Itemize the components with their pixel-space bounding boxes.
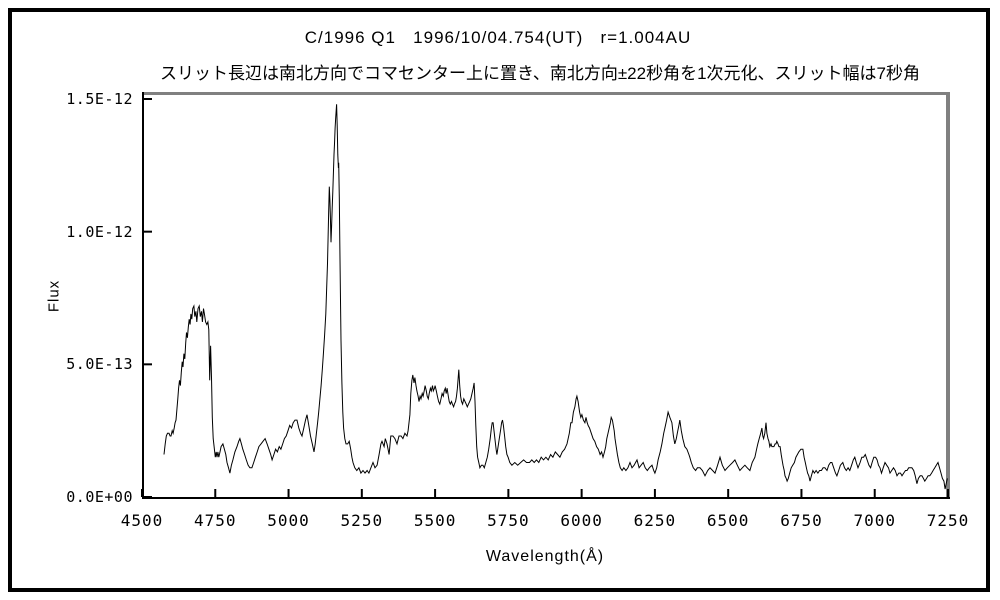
- x-tick-label: 5500: [413, 511, 457, 530]
- axis-tick-marks: [141, 98, 949, 498]
- x-tick-label: 5000: [267, 511, 310, 530]
- chart-subtitle: スリット長辺は南北方向でコマセンター上に置き、南北方向±22秒角を1次元化、スリ…: [160, 64, 920, 83]
- x-tick-label: 6750: [780, 511, 823, 530]
- x-tick-label: 6500: [706, 511, 750, 530]
- spectrum-line: [163, 104, 948, 490]
- x-tick-label: 4500: [120, 511, 164, 530]
- x-tick-label: 6000: [560, 511, 603, 530]
- y-tick-label: 0.0E+00: [66, 488, 133, 506]
- x-tick-label: 7000: [853, 511, 896, 530]
- y-tick-label: 5.0E-13: [66, 355, 133, 374]
- x-tick-label: 6250: [633, 511, 677, 530]
- x-tick-label: 5750: [487, 511, 530, 530]
- chart-title: C/1996 Q1 1996/10/04.754(UT) r=1.004AU: [304, 28, 692, 47]
- plot-frame: [142, 92, 950, 499]
- outer-border: [8, 8, 990, 592]
- x-axis-label: Wavelength(Å): [485, 548, 605, 565]
- x-tick-label: 5250: [340, 511, 384, 530]
- y-tick-label: 1.0E-12: [66, 222, 133, 241]
- x-tick-label: 4750: [194, 511, 237, 530]
- x-tick-label: 7250: [926, 511, 970, 530]
- y-tick-label: 1.5E-12: [66, 90, 133, 108]
- y-axis-label: Flux: [45, 279, 63, 313]
